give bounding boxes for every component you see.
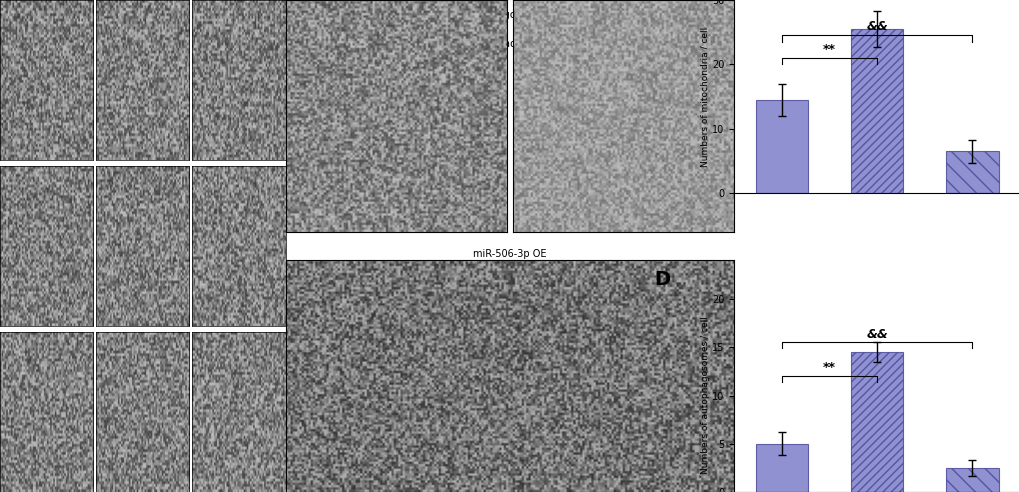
- Text: &&: &&: [865, 21, 888, 33]
- Bar: [755, 100, 807, 193]
- Bar: [850, 352, 903, 492]
- Text: **: **: [822, 43, 836, 56]
- Y-axis label: Numbers of autophagosomes / cell: Numbers of autophagosomes / cell: [700, 316, 709, 474]
- Text: &&: &&: [865, 328, 888, 340]
- Title: miR-506-3p OE: miR-506-3p OE: [473, 249, 546, 259]
- Bar: [850, 29, 903, 193]
- Y-axis label: Numbers of mitochondria / cell: Numbers of mitochondria / cell: [700, 27, 709, 167]
- Text: autophagosomes: autophagosomes: [461, 10, 550, 20]
- Text: D: D: [654, 270, 669, 289]
- Text: B: B: [289, 5, 305, 24]
- Text: mitochondria: mitochondria: [461, 39, 530, 49]
- Text: **: **: [822, 361, 836, 374]
- Bar: [946, 151, 998, 193]
- Text: A: A: [3, 5, 18, 24]
- Bar: [946, 468, 998, 492]
- Bar: [755, 444, 807, 492]
